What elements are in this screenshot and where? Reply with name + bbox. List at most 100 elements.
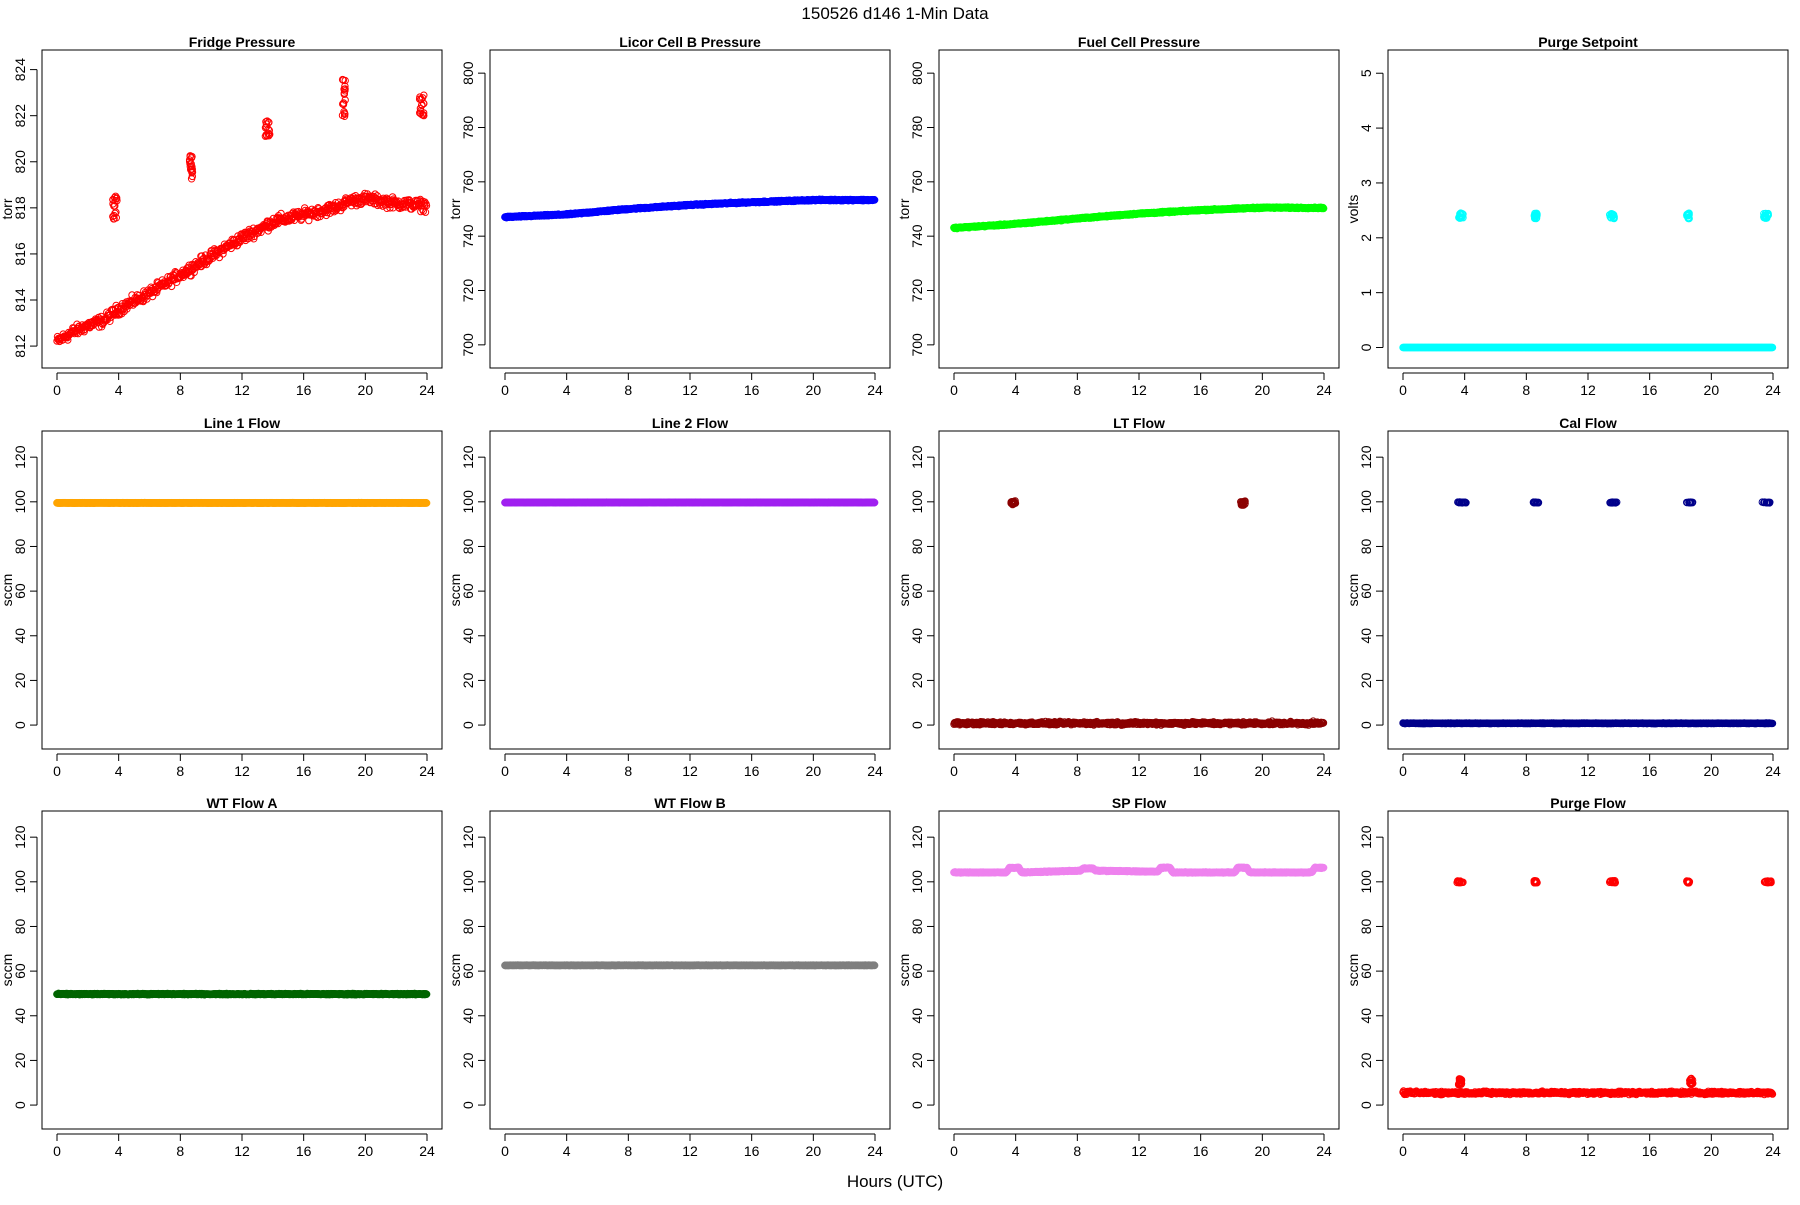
panel-title: LT Flow — [1113, 415, 1165, 431]
x-tick-label: 12 — [234, 763, 250, 779]
panel-title: Line 1 Flow — [204, 415, 280, 431]
y-tick-label: 4 — [1358, 124, 1374, 132]
y-tick-label: 40 — [460, 628, 476, 644]
y-tick-label: 812 — [12, 334, 28, 358]
x-tick-label: 20 — [806, 382, 822, 398]
x-tick-label: 8 — [176, 382, 184, 398]
y-tick-label: 780 — [460, 116, 476, 140]
x-tick-label: 12 — [682, 763, 698, 779]
y-tick-label: 780 — [909, 116, 925, 140]
y-axis-label: volts — [1345, 195, 1361, 224]
data-point — [423, 499, 430, 506]
data-points — [501, 499, 878, 507]
x-tick-label: 0 — [950, 382, 958, 398]
y-tick-label: 816 — [12, 242, 28, 266]
y-axis-label: sccm — [896, 574, 912, 607]
y-tick-label: 20 — [12, 672, 28, 688]
x-tick-label: 12 — [234, 382, 250, 398]
x-tick-label: 16 — [744, 382, 760, 398]
x-tick-label: 0 — [950, 763, 958, 779]
x-tick-label: 24 — [867, 763, 883, 779]
data-point — [871, 196, 878, 203]
x-tick-label: 16 — [1193, 763, 1209, 779]
y-tick-label: 120 — [460, 445, 476, 469]
y-tick-label: 720 — [460, 279, 476, 303]
x-tick-label: 24 — [1316, 382, 1332, 398]
x-tick-label: 24 — [1765, 382, 1781, 398]
y-tick-label: 800 — [460, 61, 476, 85]
y-tick-label: 40 — [12, 628, 28, 644]
y-tick-label: 0 — [460, 721, 476, 729]
y-tick-label: 5 — [1358, 69, 1374, 77]
x-tick-label: 8 — [176, 763, 184, 779]
x-tick-label: 24 — [1316, 763, 1332, 779]
plot-frame — [490, 431, 890, 749]
data-points — [53, 499, 430, 507]
x-tick-label: 12 — [1131, 382, 1147, 398]
y-axis-label: torr — [896, 198, 912, 219]
y-tick-label: 740 — [460, 224, 476, 248]
x-tick-label: 20 — [806, 763, 822, 779]
data-points — [951, 498, 1327, 729]
y-tick-label: 100 — [460, 490, 476, 514]
y-tick-label: 1 — [1358, 289, 1374, 297]
x-tick-label: 8 — [624, 382, 632, 398]
y-tick-label: 822 — [12, 104, 28, 128]
y-tick-label: 100 — [909, 490, 925, 514]
plot-frame — [42, 431, 442, 749]
data-point — [1320, 205, 1327, 212]
data-points — [1400, 210, 1776, 351]
y-tick-label: 820 — [12, 150, 28, 174]
y-tick-label: 700 — [909, 333, 925, 357]
y-axis-label: torr — [447, 198, 463, 219]
panel-title: Fuel Cell Pressure — [1078, 34, 1200, 50]
plot-frame — [1388, 50, 1788, 368]
data-points — [54, 76, 430, 344]
data-points — [950, 204, 1327, 233]
y-axis-label: torr — [0, 198, 15, 219]
x-tick-label: 4 — [1012, 763, 1020, 779]
panel-title: Licor Cell B Pressure — [619, 34, 761, 50]
x-tick-label: 4 — [1012, 382, 1020, 398]
x-tick-label: 16 — [1642, 382, 1658, 398]
x-tick-label: 0 — [53, 763, 61, 779]
y-tick-label: 80 — [12, 538, 28, 554]
x-tick-label: 16 — [1193, 382, 1209, 398]
y-tick-label: 760 — [460, 170, 476, 194]
x-tick-label: 20 — [1255, 382, 1271, 398]
x-tick-label: 20 — [1704, 382, 1720, 398]
panel-title: Fridge Pressure — [189, 34, 296, 50]
x-tick-label: 24 — [867, 382, 883, 398]
y-tick-label: 0 — [12, 721, 28, 729]
x-tick-label: 4 — [115, 763, 123, 779]
x-tick-label: 24 — [419, 382, 435, 398]
x-tick-label: 8 — [1522, 382, 1530, 398]
y-tick-label: 720 — [909, 279, 925, 303]
data-points — [501, 196, 878, 221]
y-tick-label: 800 — [909, 61, 925, 85]
y-tick-label: 814 — [12, 288, 28, 312]
x-tick-label: 8 — [1073, 763, 1081, 779]
x-tick-label: 12 — [1131, 763, 1147, 779]
x-tick-label: 0 — [501, 382, 509, 398]
y-axis-label: sccm — [0, 574, 15, 607]
x-tick-label: 4 — [563, 382, 571, 398]
